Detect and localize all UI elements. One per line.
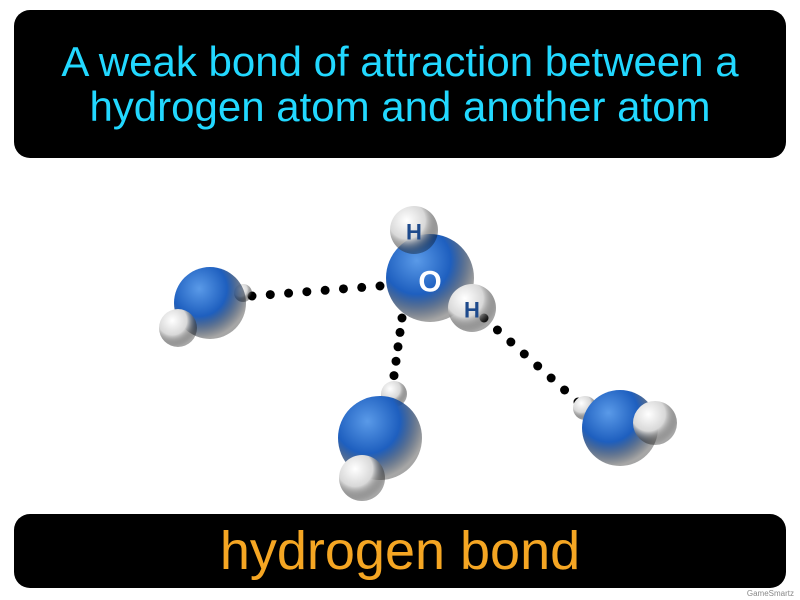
hydrogen-label: H	[464, 298, 480, 323]
hbond-dot	[321, 286, 330, 295]
hydrogen-atom	[159, 309, 197, 347]
hbond-dot	[520, 350, 529, 359]
hbond-dot	[396, 328, 405, 337]
hbond-dot	[390, 371, 399, 380]
term-banner: hydrogen bond	[14, 514, 786, 588]
hbond-dot	[357, 283, 366, 292]
hbond-dot	[533, 362, 542, 371]
hydrogen-label: H	[406, 220, 422, 245]
definition-banner: A weak bond of attraction between a hydr…	[14, 10, 786, 158]
hbond-dot	[547, 374, 556, 383]
hydrogen-atom	[339, 455, 385, 501]
term-text: hydrogen bond	[220, 520, 580, 582]
hbond-dot	[506, 338, 515, 347]
hbond-dot	[392, 357, 401, 366]
hbond-dot	[398, 314, 407, 323]
hbond-dot	[339, 284, 348, 293]
hbond-dot	[302, 287, 311, 296]
hbond-dot	[560, 386, 569, 395]
hydrogen-atom	[633, 401, 677, 445]
hbond-dot	[493, 326, 502, 335]
definition-text: A weak bond of attraction between a hydr…	[34, 39, 766, 130]
oxygen-label: O	[418, 266, 441, 299]
hbond-dot	[394, 342, 403, 351]
hbond-dot	[376, 282, 385, 291]
watermark: GameSmartz	[747, 589, 794, 598]
molecule-diagram: OH H	[0, 158, 800, 514]
hbond-dot	[284, 289, 293, 298]
hbond-dot	[266, 290, 275, 299]
